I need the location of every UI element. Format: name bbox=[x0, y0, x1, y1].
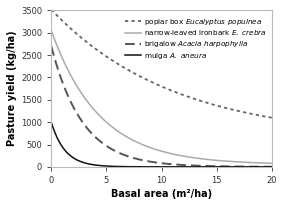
Y-axis label: Pasture yield (kg/ha): Pasture yield (kg/ha) bbox=[7, 31, 17, 146]
X-axis label: Basal area (m²/ha): Basal area (m²/ha) bbox=[111, 189, 212, 199]
Legend: poplar box $\it{Eucalyptus\ populnea}$, narrow-leaved ironbark $\it{E.\ crebra}$: poplar box $\it{Eucalyptus\ populnea}$, … bbox=[124, 14, 268, 62]
